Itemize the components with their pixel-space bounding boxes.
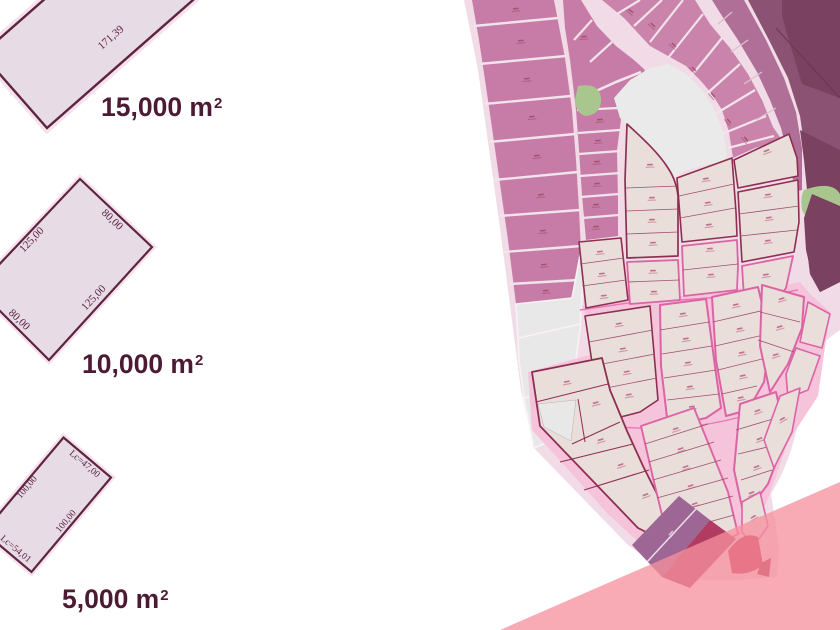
svg-text:10,000 m2: 10,000 m2 [82, 349, 203, 379]
svg-text:5,000 m2: 5,000 m2 [62, 584, 169, 614]
svg-text:15,000 m2: 15,000 m2 [101, 92, 222, 122]
